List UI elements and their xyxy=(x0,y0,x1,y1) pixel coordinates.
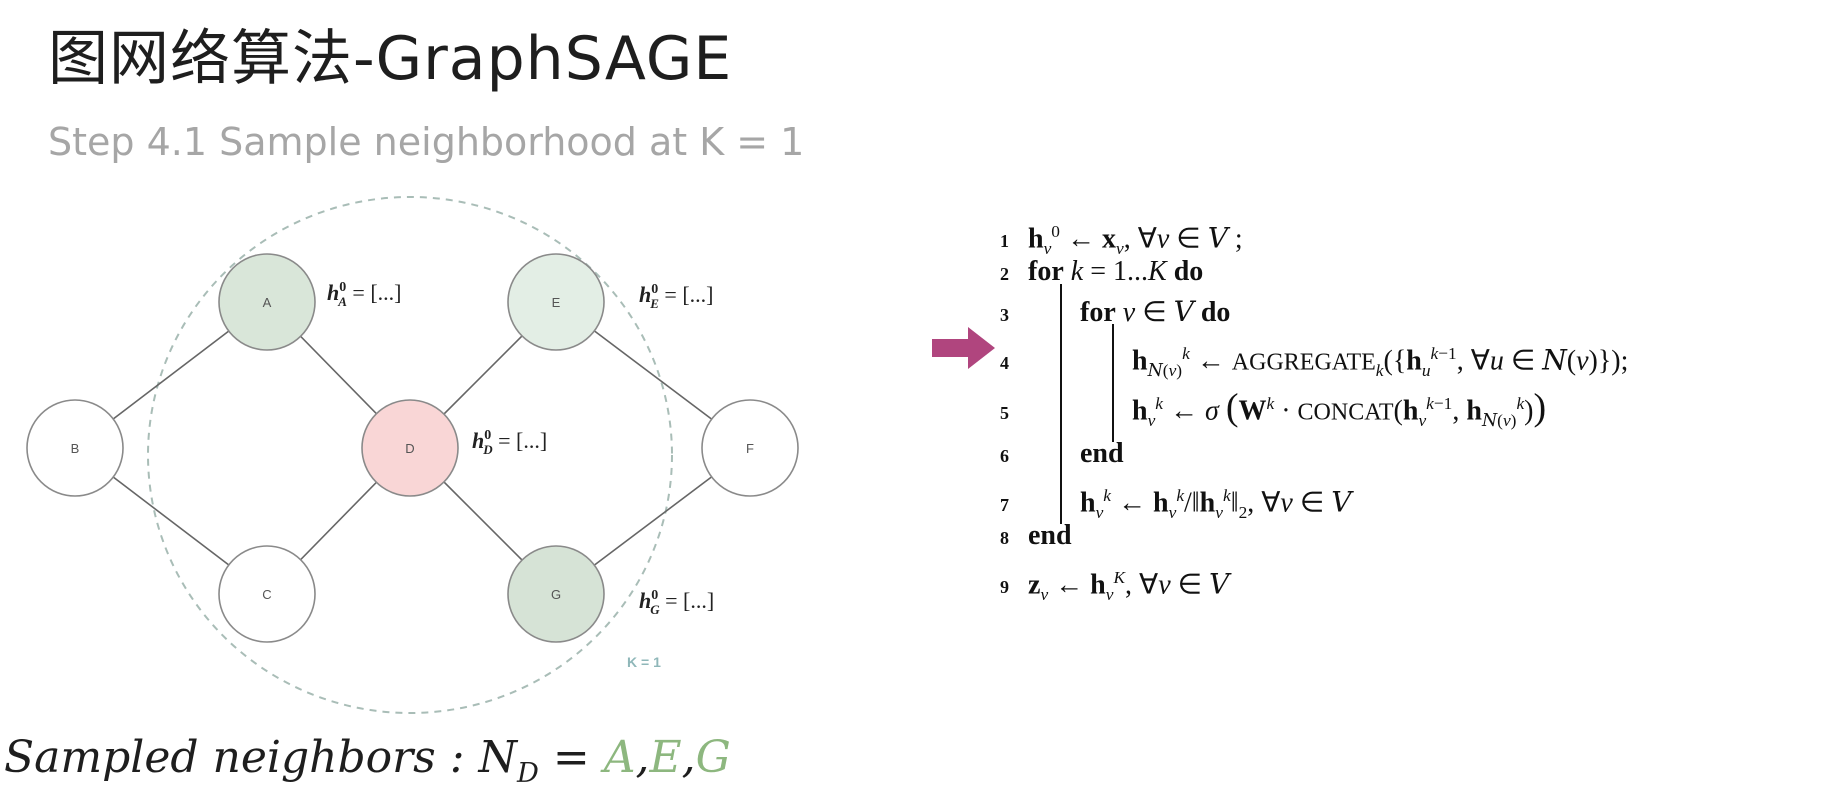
node-label-a: A xyxy=(263,295,272,310)
h-label-G: h0 G = [...] xyxy=(639,588,714,617)
svg-text:h0G = [...]: h0 G = [...] xyxy=(639,588,714,617)
pointer-arrow-icon xyxy=(932,327,995,369)
algo-line-2: 2 for k = 1...K do xyxy=(1000,256,1204,287)
neighbor-set-symbol: N xyxy=(478,732,518,783)
node-label-e: E xyxy=(552,295,561,310)
algo-line-7: 7 hvk ← hvk/‖hvk‖2, ∀v ∈ V xyxy=(1000,485,1352,522)
algo-line-3: 3 for v ∈ V do xyxy=(1000,295,1231,328)
node-c xyxy=(218,545,316,643)
k1-neighborhood-circle xyxy=(147,196,673,714)
slide-title: 图网络算法-GraphSAGE xyxy=(48,24,733,94)
node-label-d: D xyxy=(405,441,414,456)
step-caption: Step 4.1 Sample neighborhood at K = 1 xyxy=(48,120,805,164)
node-label-g: G xyxy=(551,587,561,602)
k-label: K = 1 xyxy=(627,654,661,670)
node-a xyxy=(218,253,316,351)
svg-text:h0A = [...]: h0 A = [...] xyxy=(327,280,401,309)
algo-line-5: 5 hvk ← σ (Wk · CONCAT(hvk−1, hN(v)k)) xyxy=(1000,386,1547,431)
sampled-member-e: E xyxy=(649,732,682,783)
for-k-block-bar xyxy=(1060,284,1062,524)
node-label-b: B xyxy=(71,441,80,456)
nodes: A B C D E F G xyxy=(26,253,799,643)
equals-sign: = xyxy=(538,732,604,783)
h-label-A: h0 A = [...] xyxy=(327,280,401,309)
node-d xyxy=(361,399,459,497)
node-g xyxy=(507,545,605,643)
h-label-D: h0 D = [...] xyxy=(472,428,547,457)
algo-line-9: 9 zv ← hvK, ∀v ∈ V xyxy=(1000,567,1230,604)
h-label-E: h0 E = [...] xyxy=(639,282,713,311)
algo-line-1: 1 hv0 ← xv, ∀v ∈ V ; xyxy=(1000,221,1243,258)
node-e xyxy=(507,253,605,351)
sampled-member-a: A xyxy=(603,732,636,783)
node-label-c: C xyxy=(262,587,271,602)
neighbor-set-subscript: D xyxy=(517,757,539,789)
svg-text:h0D = [...]: h0 D = [...] xyxy=(472,428,547,457)
sampled-neighbors-line: Sampled neighbors : ND = A,E,G xyxy=(4,732,731,789)
node-f xyxy=(701,399,799,497)
sampled-separator-2: , xyxy=(681,732,696,783)
node-b xyxy=(26,399,124,497)
node-label-f: F xyxy=(746,441,754,456)
sampled-member-g: G xyxy=(695,732,731,783)
algo-line-6: 6 end xyxy=(1000,438,1124,469)
algo-line-8: 8 end xyxy=(1000,520,1072,551)
sampled-label: Sampled neighbors : xyxy=(4,732,479,783)
for-v-block-bar xyxy=(1112,324,1114,442)
sampled-separator-1: , xyxy=(635,732,650,783)
svg-text:h0E = [...]: h0 E = [...] xyxy=(639,282,713,311)
algo-line-4: 4 hN(v)k ← AGGREGATEk({huk−1, ∀u ∈ N(v)})… xyxy=(1000,343,1629,381)
